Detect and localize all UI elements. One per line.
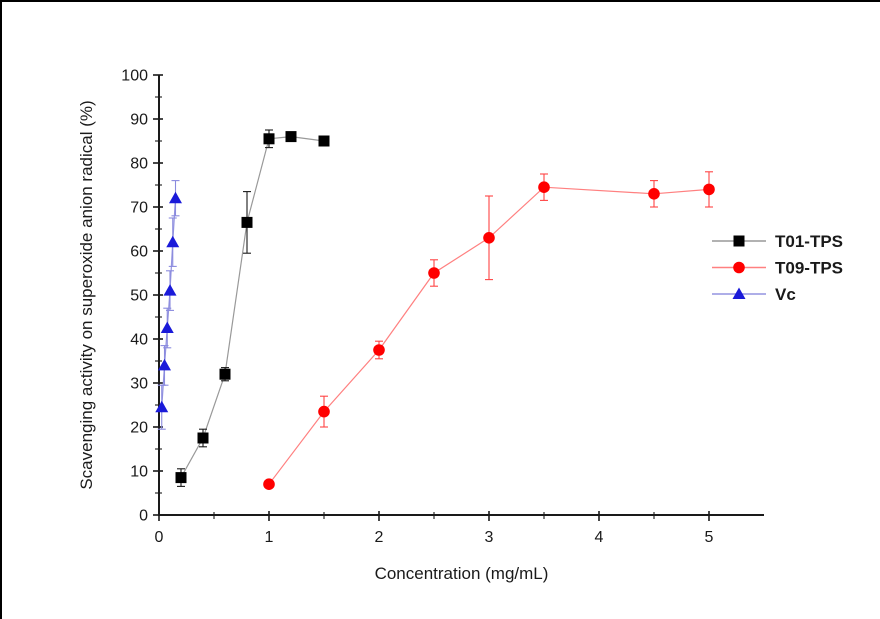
data-point-T01-TPS [197, 432, 209, 444]
y-tick-label: 100 [121, 68, 148, 85]
data-point-Vc [169, 191, 182, 204]
y-tick-label: 70 [130, 200, 148, 217]
data-point-Vc [158, 358, 171, 371]
series-line-T09-TPS [268, 186, 710, 485]
data-point-T09-TPS [373, 344, 385, 356]
data-point-T09-TPS [703, 183, 715, 196]
data-point-T09-TPS [318, 405, 330, 418]
series-line-T01-TPS [180, 135, 325, 478]
data-point-T01-TPS [175, 472, 187, 484]
y-tick-label: 0 [139, 508, 148, 525]
legend-label-Vc: Vc [775, 285, 796, 304]
data-point-T09-TPS [648, 188, 660, 200]
legend-marker-T01-TPS [733, 235, 745, 247]
legend-label-T09-TPS: T09-TPS [775, 259, 843, 278]
data-point-Vc [163, 284, 177, 296]
y-tick-label: 60 [130, 244, 148, 261]
x-tick-label: 5 [705, 529, 714, 546]
x-tick-label: 4 [595, 529, 604, 546]
data-point-T01-TPS [318, 135, 330, 147]
data-point-T01-TPS [241, 216, 253, 228]
data-point-Vc [160, 321, 174, 333]
data-point-Vc [155, 400, 169, 413]
data-point-T09-TPS [263, 478, 275, 491]
legend-marker-T09-TPS [733, 261, 745, 274]
y-tick-label: 30 [130, 376, 148, 393]
y-axis-title: Scavenging activity on superoxide anion … [77, 100, 96, 490]
data-point-T01-TPS [263, 133, 275, 145]
y-tick-label: 20 [130, 420, 148, 437]
x-tick-label: 1 [265, 529, 274, 546]
x-axis-title: Concentration (mg/mL) [374, 564, 549, 583]
legend-label-T01-TPS: T01-TPS [775, 232, 843, 251]
x-tick-label: 0 [155, 529, 164, 546]
data-point-T09-TPS [483, 232, 495, 244]
data-point-T09-TPS [428, 267, 440, 279]
y-tick-label: 50 [130, 288, 148, 305]
data-point-Vc [166, 235, 180, 248]
y-tick-label: 90 [130, 112, 148, 129]
y-tick-label: 10 [130, 464, 148, 481]
data-point-T09-TPS [538, 181, 550, 193]
x-tick-label: 2 [375, 529, 384, 546]
legend-marker-Vc [732, 287, 746, 299]
data-point-T01-TPS [285, 131, 297, 143]
data-point-T01-TPS [219, 368, 231, 380]
x-tick-label: 3 [485, 529, 494, 546]
series-line-Vc [161, 198, 177, 408]
y-tick-label: 40 [130, 332, 148, 349]
y-tick-label: 80 [130, 156, 148, 173]
